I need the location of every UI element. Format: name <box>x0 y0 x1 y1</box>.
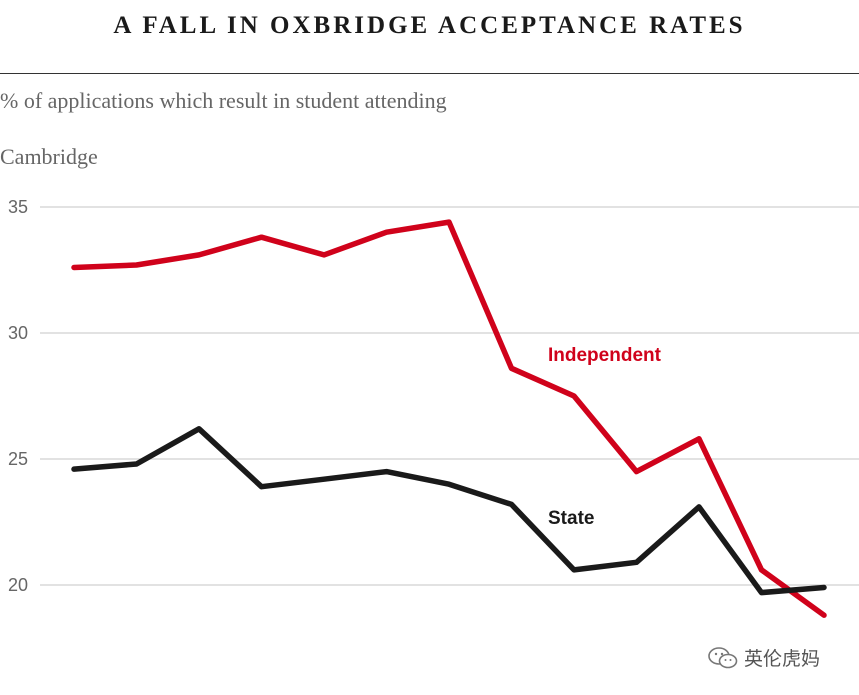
series-label-independent: Independent <box>548 345 662 366</box>
chart-title: A FALL IN OXBRIDGE ACCEPTANCE RATES <box>113 12 746 39</box>
title-divider <box>0 73 859 74</box>
series-labels: Independent State <box>548 345 662 529</box>
y-tick-label: 20 <box>8 575 28 595</box>
y-tick-labels: 20 25 30 35 <box>8 197 28 595</box>
series-label-state: State <box>548 508 594 529</box>
watermark: 英伦虎妈 <box>708 644 820 671</box>
series-line-independent <box>71 219 827 618</box>
chart-subtitle: % of applications which result in studen… <box>0 88 447 113</box>
watermark-text: 英伦虎妈 <box>744 648 821 670</box>
y-tick-label: 25 <box>8 449 28 469</box>
series-lines <box>71 219 827 618</box>
y-tick-label: 30 <box>8 323 28 343</box>
y-tick-label: 35 <box>8 197 28 217</box>
wechat-icon <box>708 646 738 668</box>
series-line-state <box>71 426 827 596</box>
gridlines <box>40 206 859 586</box>
panel-label: Cambridge <box>0 144 98 169</box>
